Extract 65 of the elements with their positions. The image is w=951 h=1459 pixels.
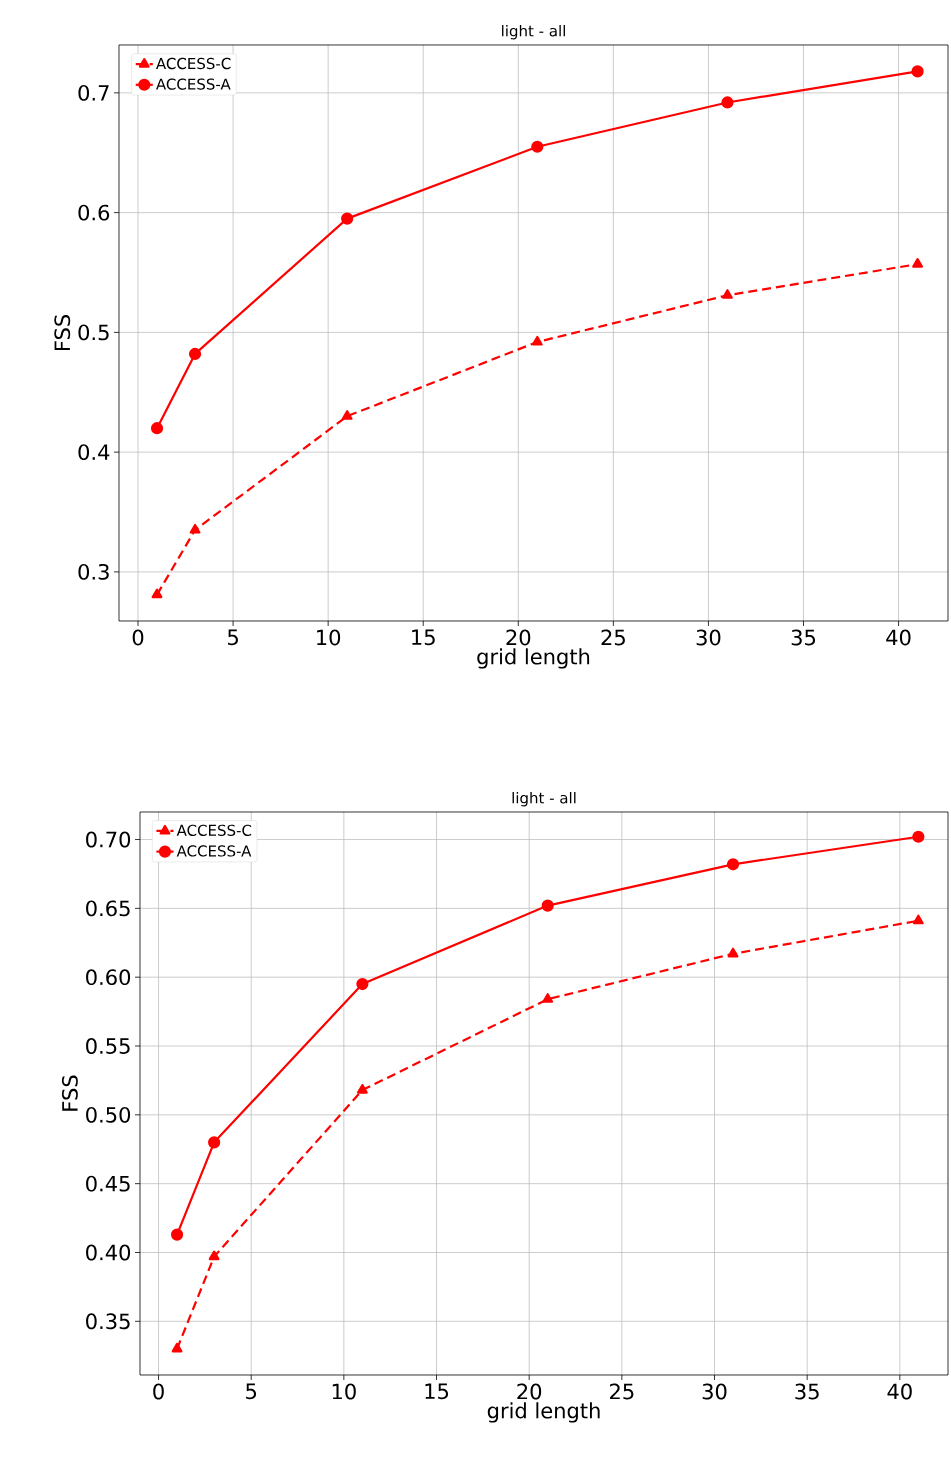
- point: [208, 1250, 220, 1261]
- point: [912, 830, 925, 843]
- x-tick-label: 25: [610, 1383, 634, 1400]
- point: [341, 212, 354, 225]
- legend-label: ACCESS-A: [176, 845, 252, 857]
- point: [208, 1136, 221, 1149]
- y-tick-label: 0.6: [78, 204, 110, 221]
- x-tick-label: 5: [246, 1383, 257, 1400]
- x-tick-label: 35: [791, 629, 816, 646]
- point: [341, 410, 353, 420]
- x-tick-label: 5: [228, 629, 238, 646]
- x-tick-label: 10: [332, 1383, 356, 1400]
- point: [531, 140, 544, 153]
- y-tick-label: 0.40: [86, 1244, 131, 1261]
- y-tick-label: 0.70: [86, 831, 131, 848]
- legend-label: ACCESS-C: [176, 824, 252, 836]
- y-tick-label: 0.50: [86, 1106, 131, 1123]
- x-tick-label: 0: [153, 1383, 164, 1400]
- point: [356, 977, 369, 991]
- x-tick-label: 15: [412, 629, 435, 646]
- x-tick-label: 20: [506, 629, 531, 646]
- y-tick-label: 0.65: [86, 900, 130, 917]
- x-tick-label: 30: [702, 1383, 727, 1400]
- point: [721, 96, 734, 109]
- chart-title: light - all: [502, 24, 565, 40]
- y-tick-label: 0.3: [78, 563, 109, 580]
- point: [911, 65, 924, 78]
- point: [912, 914, 924, 925]
- point: [726, 858, 740, 871]
- y-axis-title: FSS: [61, 1075, 78, 1111]
- point: [912, 258, 924, 268]
- x-tick-label: 15: [425, 1383, 449, 1400]
- point: [170, 1228, 184, 1241]
- chart-title: light - all: [512, 791, 576, 807]
- x-tick-label: 40: [887, 1383, 912, 1400]
- point: [150, 422, 164, 435]
- point: [356, 1083, 368, 1094]
- x-tick-label: 10: [317, 629, 341, 646]
- x-tick-label: 30: [696, 629, 721, 646]
- point: [727, 947, 739, 958]
- point: [171, 1342, 183, 1353]
- point: [531, 335, 543, 346]
- x-tick-label: 25: [601, 629, 625, 646]
- y-tick-label: 0.5: [78, 324, 109, 341]
- point: [189, 523, 201, 534]
- x-tick-label: 0: [132, 629, 144, 646]
- point: [722, 289, 733, 299]
- y-tick-label: 0.45: [86, 1175, 130, 1192]
- y-tick-label: 0.4: [78, 444, 110, 461]
- y-axis-title: FSS: [54, 314, 71, 351]
- x-tick-label: 35: [795, 1383, 819, 1400]
- x-tick-label: 40: [886, 629, 911, 646]
- legend-label: ACCESS-C: [156, 57, 231, 70]
- point: [541, 899, 554, 912]
- x-tick-label: 20: [517, 1383, 542, 1400]
- y-tick-label: 0.35: [86, 1313, 130, 1330]
- legend-label: ACCESS-A: [156, 78, 231, 90]
- x-axis-title: grid length: [477, 648, 590, 669]
- x-axis-title: grid length: [487, 1402, 600, 1423]
- point: [151, 588, 163, 599]
- y-tick-label: 0.55: [86, 1038, 130, 1054]
- point: [542, 993, 554, 1003]
- point: [188, 347, 202, 361]
- y-tick-label: 0.7: [78, 84, 109, 101]
- y-tick-label: 0.60: [86, 969, 131, 986]
